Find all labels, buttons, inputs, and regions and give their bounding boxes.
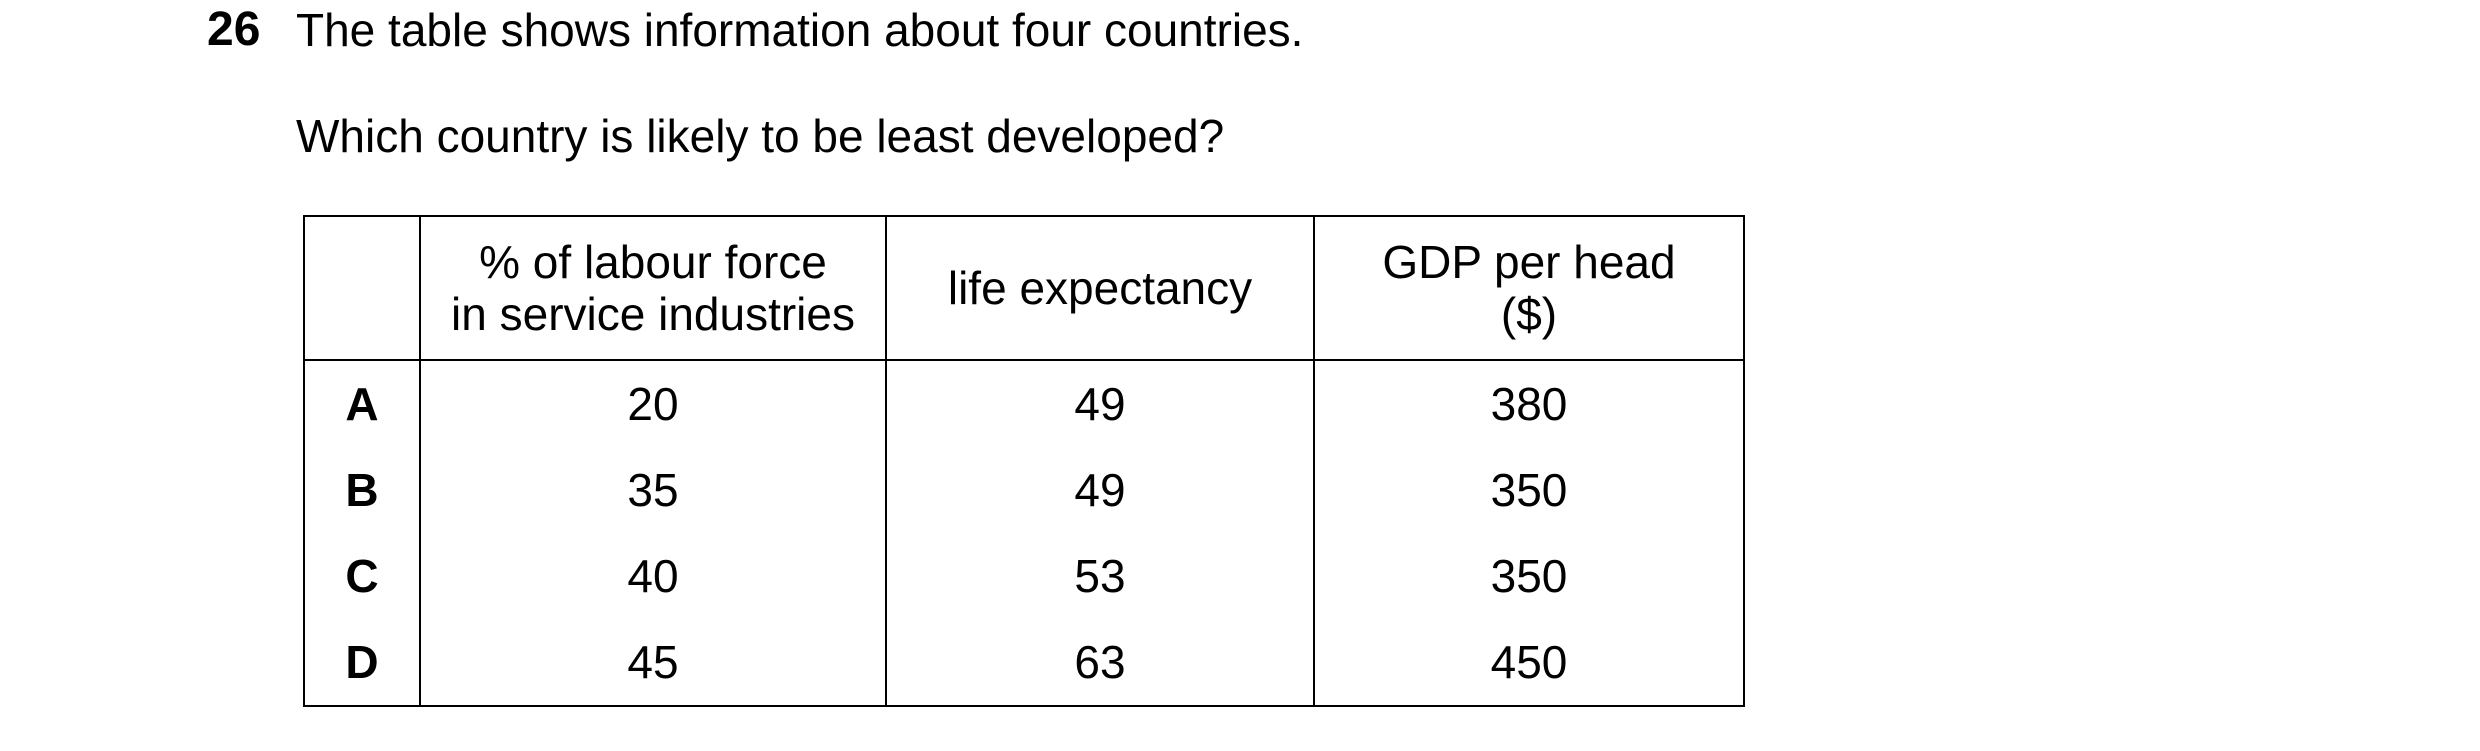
header-labour-force-line-1: % of labour force bbox=[479, 236, 827, 288]
header-gdp-line-2: ($) bbox=[1500, 288, 1558, 340]
row-label: B bbox=[303, 447, 421, 533]
header-life-expectancy-line-1: life expectancy bbox=[947, 262, 1253, 314]
labour-force-cell: 35 bbox=[419, 447, 887, 533]
row-label: C bbox=[303, 533, 421, 619]
table-row: D 45 63 450 bbox=[303, 619, 1745, 707]
life-expectancy-cell: 49 bbox=[885, 359, 1315, 447]
header-gdp-per-head: GDP per head ($) bbox=[1313, 215, 1745, 361]
row-label: A bbox=[303, 359, 421, 447]
table-header-row: % of labour force in service industries … bbox=[303, 215, 1745, 361]
life-expectancy-cell: 53 bbox=[885, 533, 1315, 619]
header-labour-force-line-2: in service industries bbox=[451, 288, 855, 340]
row-label: D bbox=[303, 619, 421, 707]
life-expectancy-cell: 49 bbox=[885, 447, 1315, 533]
life-expectancy-cell: 63 bbox=[885, 619, 1315, 707]
question-prompt: Which country is likely to be least deve… bbox=[296, 110, 1225, 162]
gdp-cell: 380 bbox=[1313, 359, 1745, 447]
question-text: The table shows information about four c… bbox=[296, 4, 1304, 56]
labour-force-cell: 45 bbox=[419, 619, 887, 707]
labour-force-cell: 20 bbox=[419, 359, 887, 447]
question-number: 26 bbox=[207, 3, 261, 56]
table-row: A 20 49 380 bbox=[303, 359, 1745, 447]
header-gdp-line-1: GDP per head bbox=[1382, 236, 1676, 288]
header-life-expectancy: life expectancy bbox=[885, 215, 1315, 361]
table-row: C 40 53 350 bbox=[303, 533, 1745, 619]
countries-table: % of labour force in service industries … bbox=[303, 215, 1745, 707]
gdp-cell: 450 bbox=[1313, 619, 1745, 707]
table-row: B 35 49 350 bbox=[303, 447, 1745, 533]
gdp-cell: 350 bbox=[1313, 447, 1745, 533]
header-labour-force: % of labour force in service industries bbox=[419, 215, 887, 361]
labour-force-cell: 40 bbox=[419, 533, 887, 619]
header-blank-cell bbox=[303, 215, 421, 361]
gdp-cell: 350 bbox=[1313, 533, 1745, 619]
